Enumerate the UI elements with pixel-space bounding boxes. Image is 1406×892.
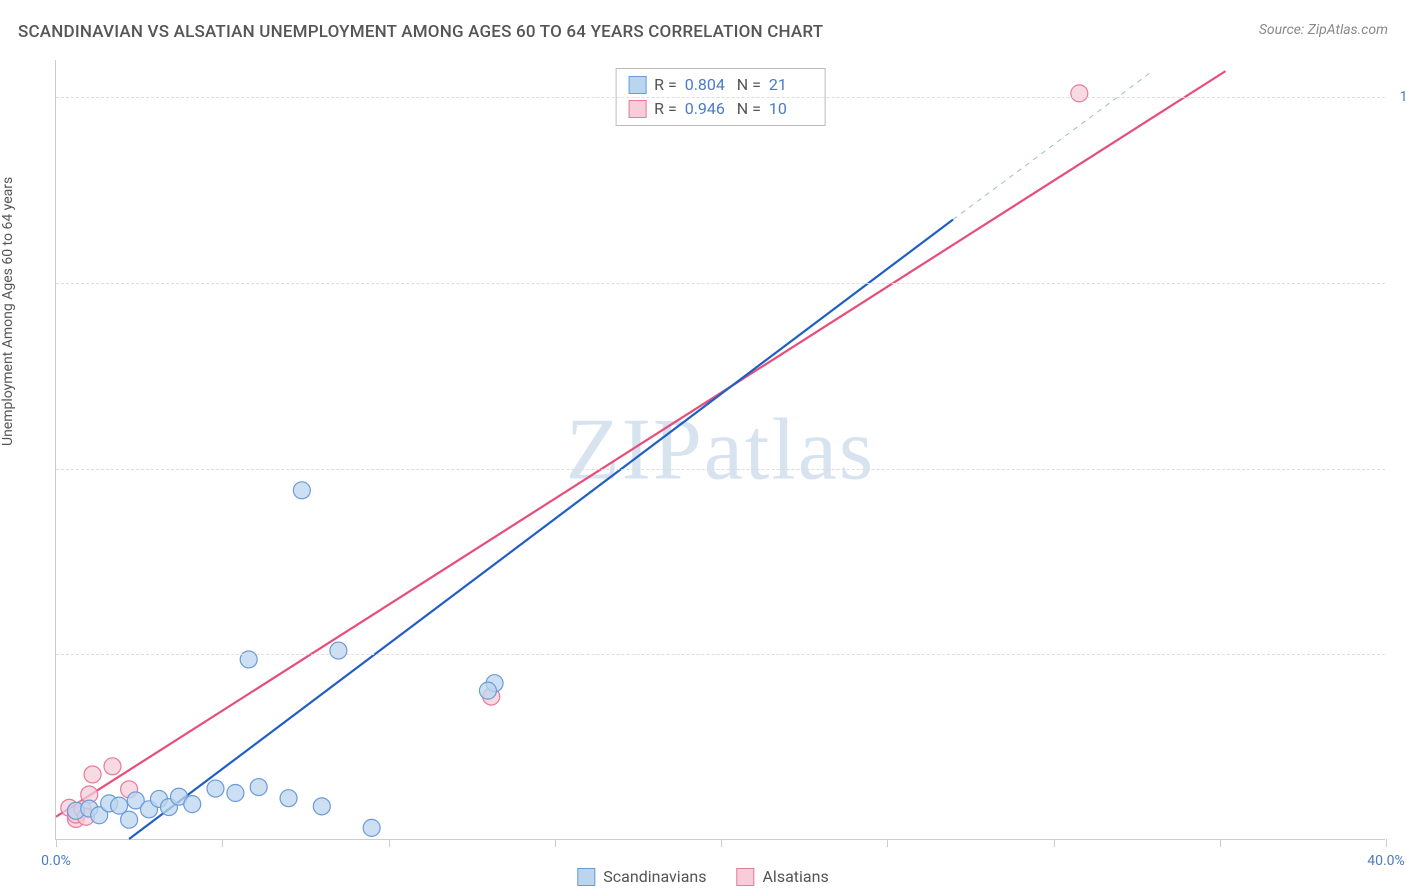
chart-title: SCANDINAVIAN VS ALSATIAN UNEMPLOYMENT AM…	[18, 22, 823, 42]
chart-plot-area: ZIPatlas R = 0.804 N = 21 R = 0.946 N = …	[55, 60, 1385, 840]
r-label: R =	[654, 73, 677, 97]
x-tick-label: 0.0%	[41, 853, 71, 869]
n-value-alsatians: 10	[769, 97, 813, 121]
legend-swatch-alsatians	[736, 868, 754, 886]
r-value-scandinavians: 0.804	[685, 73, 729, 97]
legend-item-scandinavians: Scandinavians	[577, 867, 706, 886]
n-value-scandinavians: 21	[769, 73, 813, 97]
swatch-alsatians	[628, 100, 646, 118]
stats-row-scandinavians: R = 0.804 N = 21	[628, 73, 813, 97]
legend-item-alsatians: Alsatians	[736, 867, 828, 886]
x-tick-label: 40.0%	[1367, 853, 1405, 869]
r-value-alsatians: 0.946	[685, 97, 729, 121]
n-label-2: N =	[737, 97, 761, 121]
legend-label-alsatians: Alsatians	[762, 867, 828, 886]
swatch-scandinavians	[628, 76, 646, 94]
y-axis-label: Unemployment Among Ages 60 to 64 years	[0, 177, 16, 446]
r-label-2: R =	[654, 97, 677, 121]
stats-row-alsatians: R = 0.946 N = 10	[628, 97, 813, 121]
legend-label-scandinavians: Scandinavians	[603, 867, 706, 886]
chart-svg	[56, 60, 1385, 839]
legend-swatch-scandinavians	[577, 868, 595, 886]
y-tick-label: 100.0%	[1400, 89, 1406, 105]
source-label: Source: ZipAtlas.com	[1259, 22, 1388, 38]
bottom-legend: Scandinavians Alsatians	[577, 867, 828, 886]
n-label: N =	[737, 73, 761, 97]
